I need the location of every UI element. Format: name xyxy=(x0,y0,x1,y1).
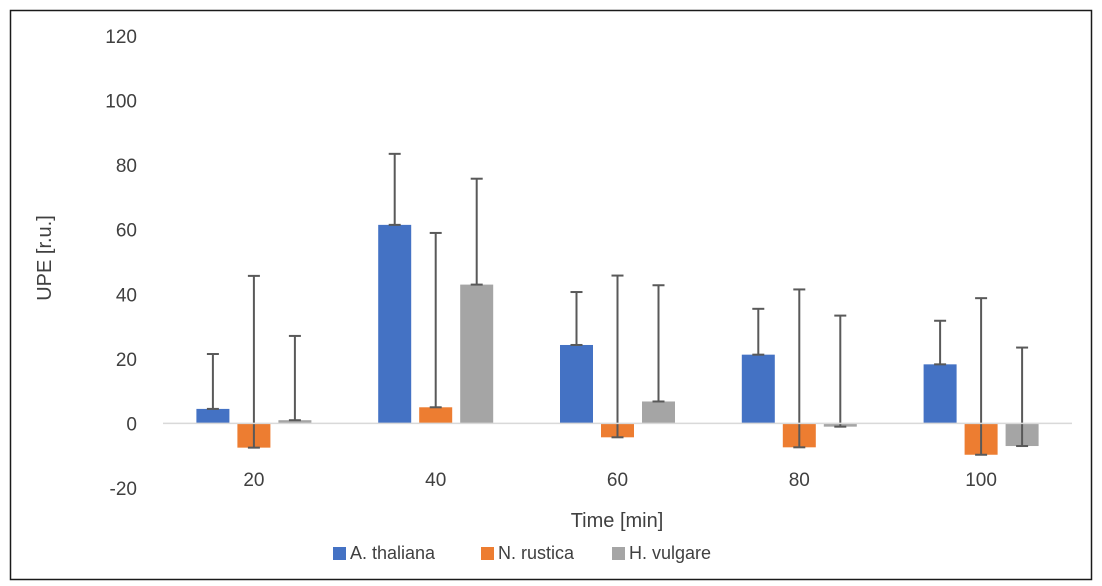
error-bars xyxy=(206,152,1029,456)
x-tick-label: 20 xyxy=(243,470,264,491)
error-bar xyxy=(752,307,765,356)
error-bar xyxy=(429,231,442,409)
y-tick-label: 40 xyxy=(116,285,137,306)
legend-label: N. rustica xyxy=(498,543,575,563)
error-bar xyxy=(934,319,947,366)
error-bar xyxy=(247,274,260,449)
legend-label: H. vulgare xyxy=(629,543,711,563)
legend-swatch xyxy=(481,547,494,560)
bar-a-thaliana-40 xyxy=(378,224,412,424)
legend-item: N. rustica xyxy=(481,543,575,563)
legend: A. thaliana N. rustica H. vulgare xyxy=(333,543,711,563)
legend-label: A. thaliana xyxy=(350,543,436,563)
error-bar xyxy=(793,288,806,449)
y-axis-title: UPE [r.u.] xyxy=(34,215,56,301)
error-bar xyxy=(570,291,583,346)
x-axis-title: Time [min] xyxy=(571,510,664,532)
legend-swatch xyxy=(612,547,625,560)
legend-item: A. thaliana xyxy=(333,543,436,563)
bar-a-thaliana-100 xyxy=(923,364,957,424)
y-tick-label: 120 xyxy=(105,27,137,48)
bar-h-vulgare-20 xyxy=(278,420,312,424)
y-tick-label: -20 xyxy=(110,479,137,500)
x-tick-label: 40 xyxy=(425,470,446,491)
y-axis-tick-labels: -20 0 20 40 60 80 100 120 xyxy=(105,27,137,500)
chart-border xyxy=(9,9,1093,581)
error-bar xyxy=(470,177,483,286)
error-bar xyxy=(206,353,219,410)
y-tick-label: 20 xyxy=(116,350,137,371)
legend-item: H. vulgare xyxy=(612,543,711,563)
error-bar xyxy=(652,284,665,403)
y-tick-label: 100 xyxy=(105,92,137,113)
bar-a-thaliana-80 xyxy=(741,354,775,424)
legend-swatch xyxy=(333,547,346,560)
x-tick-label: 60 xyxy=(607,470,628,491)
error-bar xyxy=(288,334,301,422)
bar-a-thaliana-20 xyxy=(196,408,230,424)
error-bar xyxy=(1016,346,1029,448)
error-bar xyxy=(611,274,624,439)
error-bar xyxy=(388,152,401,226)
bar-h-vulgare-60 xyxy=(642,401,675,424)
y-tick-label: 80 xyxy=(116,156,137,177)
x-axis-tick-labels: 20 40 60 80 100 xyxy=(243,470,997,491)
error-bar xyxy=(975,297,988,456)
bar-n-rustica-40 xyxy=(419,407,453,424)
y-tick-label: 60 xyxy=(116,221,137,242)
y-tick-label: 0 xyxy=(126,414,137,435)
bars xyxy=(196,224,1039,455)
bar-h-vulgare-40 xyxy=(460,284,494,424)
x-tick-label: 100 xyxy=(965,470,997,491)
bar-a-thaliana-60 xyxy=(560,344,593,424)
x-tick-label: 80 xyxy=(789,470,810,491)
error-bar xyxy=(834,314,847,428)
